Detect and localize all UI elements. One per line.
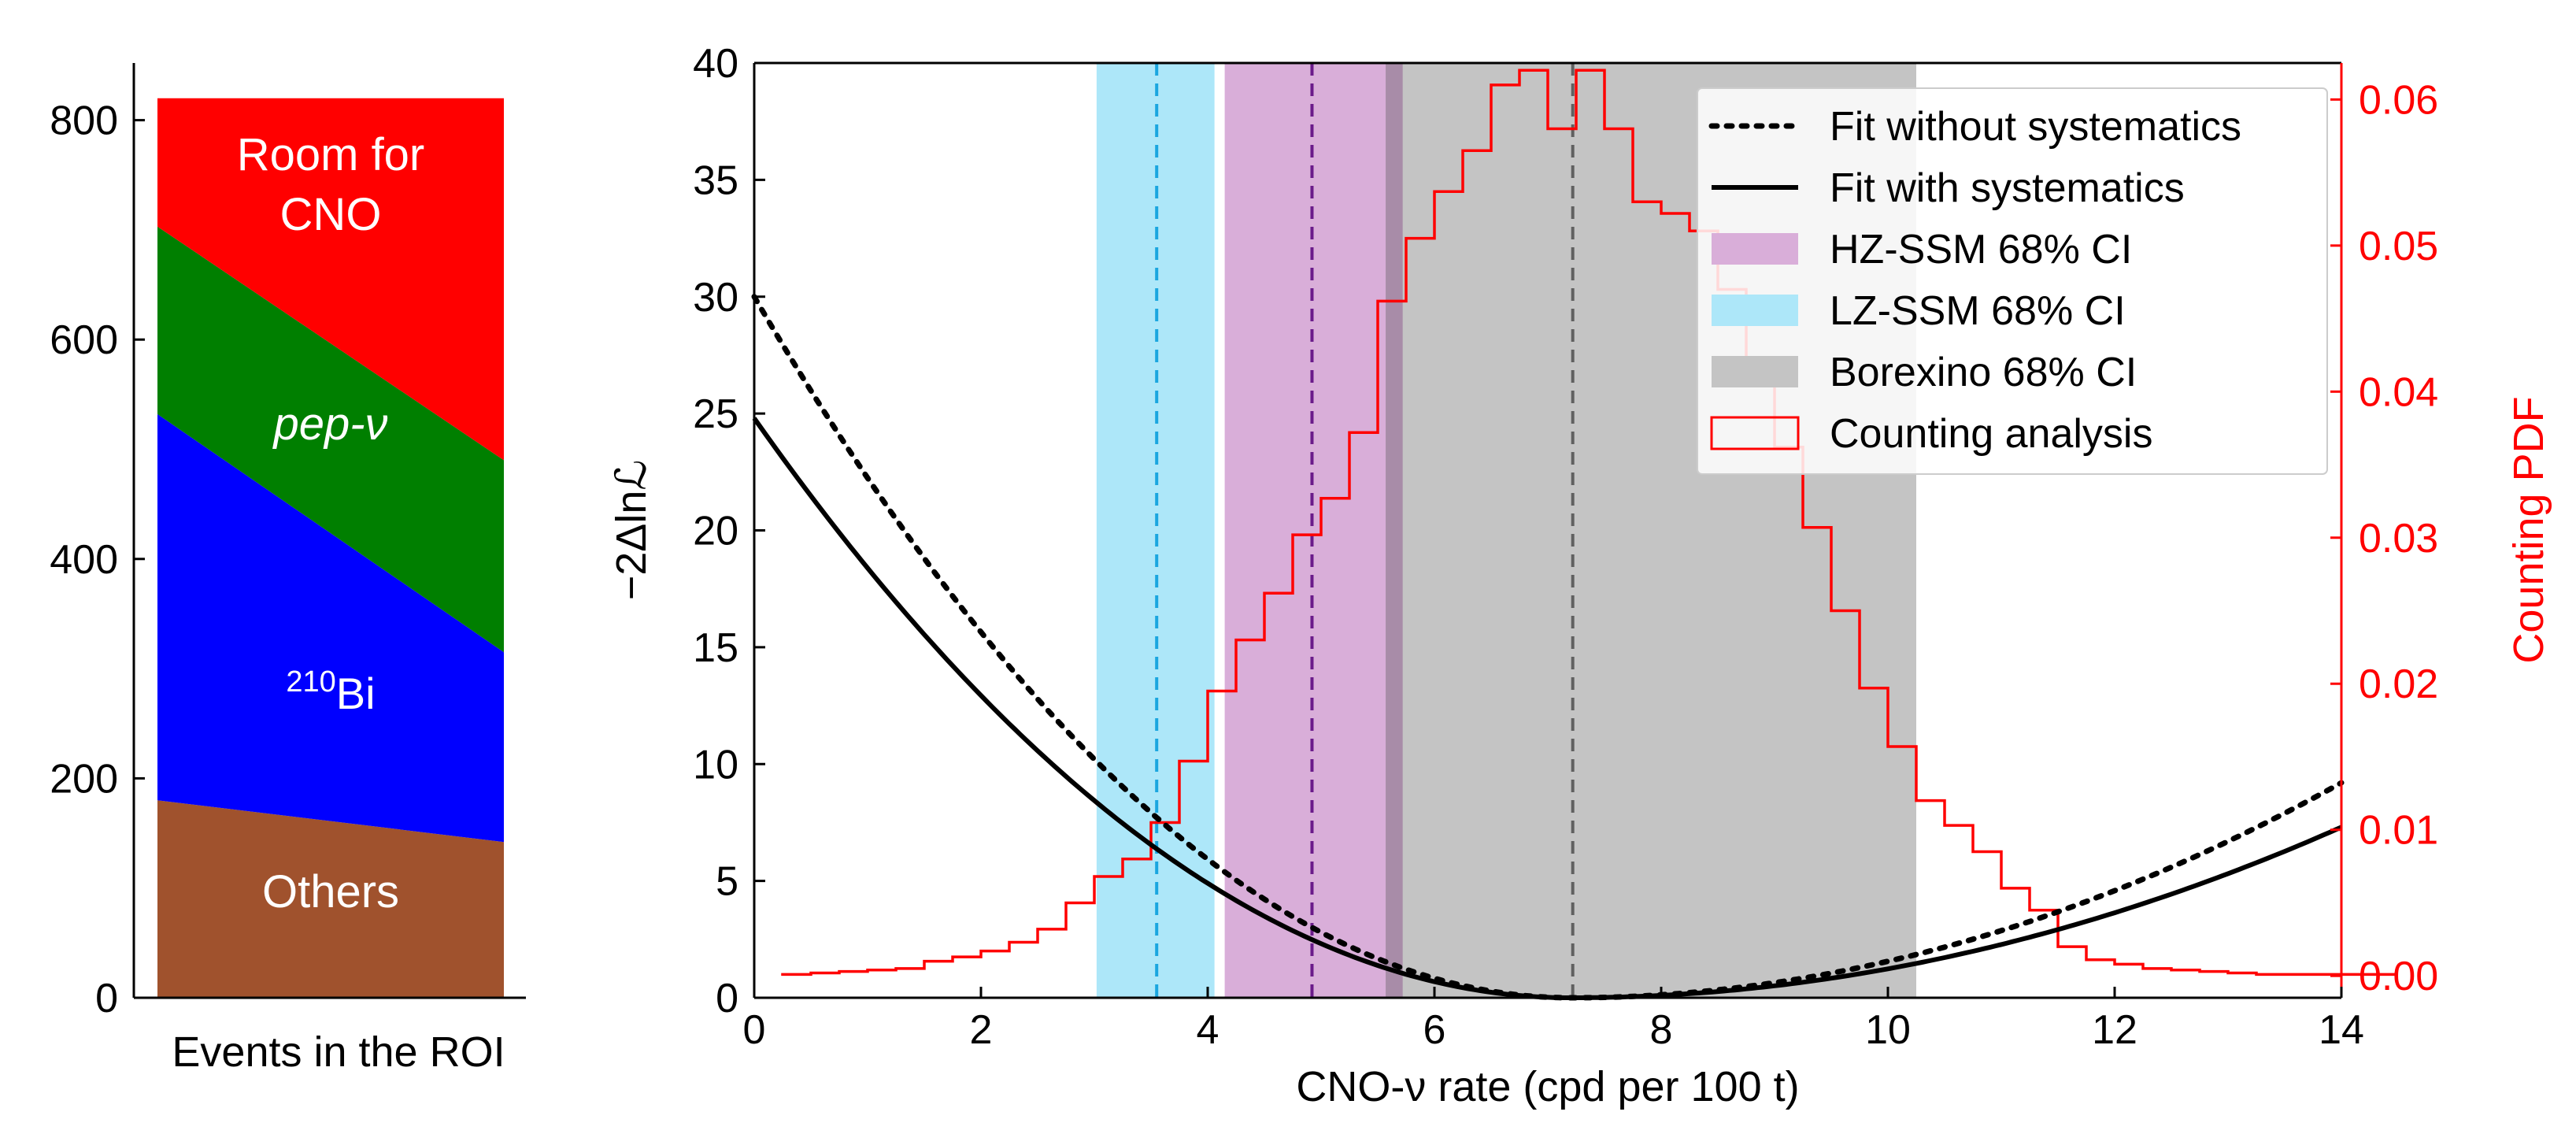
legend-entry-label: Borexino 68% CI bbox=[1830, 350, 2137, 395]
y-tick-label: 0 bbox=[716, 976, 738, 1021]
y-tick-label: 20 bbox=[693, 509, 738, 554]
region-4 bbox=[157, 98, 504, 461]
y-tick-label: 15 bbox=[693, 625, 738, 671]
legend-entry-label: Fit without systematics bbox=[1830, 104, 2241, 150]
legend-swatch-patch bbox=[1712, 295, 1798, 326]
right-y-tick-label: 0.06 bbox=[2359, 77, 2438, 123]
right-y-tick-label: 0.02 bbox=[2359, 662, 2438, 707]
x-tick-label: 4 bbox=[1197, 1007, 1220, 1053]
x-tick-label: 6 bbox=[1423, 1007, 1446, 1053]
x-tick-label: 12 bbox=[2092, 1007, 2137, 1053]
left-y-tick-label: 800 bbox=[50, 98, 118, 144]
x-tick-label: 0 bbox=[743, 1007, 766, 1053]
region-label-sup: 210 bbox=[286, 665, 335, 699]
left-y-tick-label: 0 bbox=[95, 976, 118, 1021]
right-y-tick-label: 0.04 bbox=[2359, 369, 2438, 415]
region-label-4-line-2: CNO bbox=[280, 189, 382, 240]
legend-entry-label: Counting analysis bbox=[1830, 411, 2152, 457]
y-tick-label: 30 bbox=[693, 275, 738, 321]
legend: Fit without systematics Fit with systemat… bbox=[1697, 87, 2328, 475]
counting-histogram bbox=[781, 69, 2398, 976]
band-overlap bbox=[1386, 63, 1403, 998]
left-x-axis-label: Events in the ROI bbox=[172, 1028, 505, 1076]
events-stack-chart: Others 210Bi pep-ν Room for CNO 0 200 400 600 800… bbox=[50, 63, 526, 1076]
y-tick-label: 5 bbox=[716, 859, 738, 905]
legend-entry-label: Fit with systematics bbox=[1830, 165, 2185, 211]
left-y-tick-label: 400 bbox=[50, 537, 118, 583]
legend-swatch-outline bbox=[1710, 416, 1800, 450]
region-3 bbox=[157, 226, 504, 653]
legend-frame bbox=[1697, 87, 2328, 475]
y-axis-label: −2Δlnℒ bbox=[608, 460, 655, 601]
y-tick-label: 40 bbox=[693, 41, 738, 87]
legend-entry-label: HZ-SSM 68% CI bbox=[1830, 227, 2132, 272]
region-label-1-line-1: Others bbox=[262, 866, 399, 917]
legend-swatch-patch bbox=[1712, 356, 1798, 387]
region-label-4-line-1: Room for bbox=[237, 129, 425, 180]
right-y-tick-label: 0.01 bbox=[2359, 808, 2438, 854]
left-y-tick-label: 600 bbox=[50, 317, 118, 363]
region-2 bbox=[157, 413, 504, 843]
band-hz-ssm bbox=[1224, 63, 1403, 998]
cno-rate-chart: 0 2 4 6 8 10 12 14 0 5 10 15 20 25 30 35 40 0.00 0.01 0.02 0… bbox=[608, 41, 2552, 1110]
x-tick-label: 14 bbox=[2319, 1007, 2364, 1053]
band-lz-ssm bbox=[1096, 63, 1215, 998]
right-y-tick-label: 0.03 bbox=[2359, 516, 2438, 561]
legend-entry-label: LZ-SSM 68% CI bbox=[1830, 288, 2126, 334]
left-y-tick-label: 200 bbox=[50, 756, 118, 802]
legend-swatch-patch bbox=[1712, 233, 1798, 265]
right-y-axis-label: Counting PDF bbox=[2505, 396, 2552, 663]
region-label-main: Bi bbox=[336, 669, 376, 718]
x-tick-label: 10 bbox=[1865, 1007, 1911, 1053]
y-tick-label: 25 bbox=[693, 391, 738, 437]
x-axis-label: CNO-ν rate (cpd per 100 t) bbox=[1296, 1063, 1799, 1110]
y-tick-label: 35 bbox=[693, 158, 738, 203]
region-label-3-line-1: pep-ν bbox=[272, 398, 387, 450]
right-y-tick-label: 0.05 bbox=[2359, 224, 2438, 269]
y-tick-label: 10 bbox=[693, 742, 738, 788]
region-1 bbox=[157, 800, 504, 998]
region-label-bi210: 210Bi bbox=[286, 665, 375, 718]
right-y-tick-label: 0.00 bbox=[2359, 954, 2438, 999]
x-tick-label: 2 bbox=[970, 1007, 993, 1053]
x-tick-label: 8 bbox=[1650, 1007, 1673, 1053]
